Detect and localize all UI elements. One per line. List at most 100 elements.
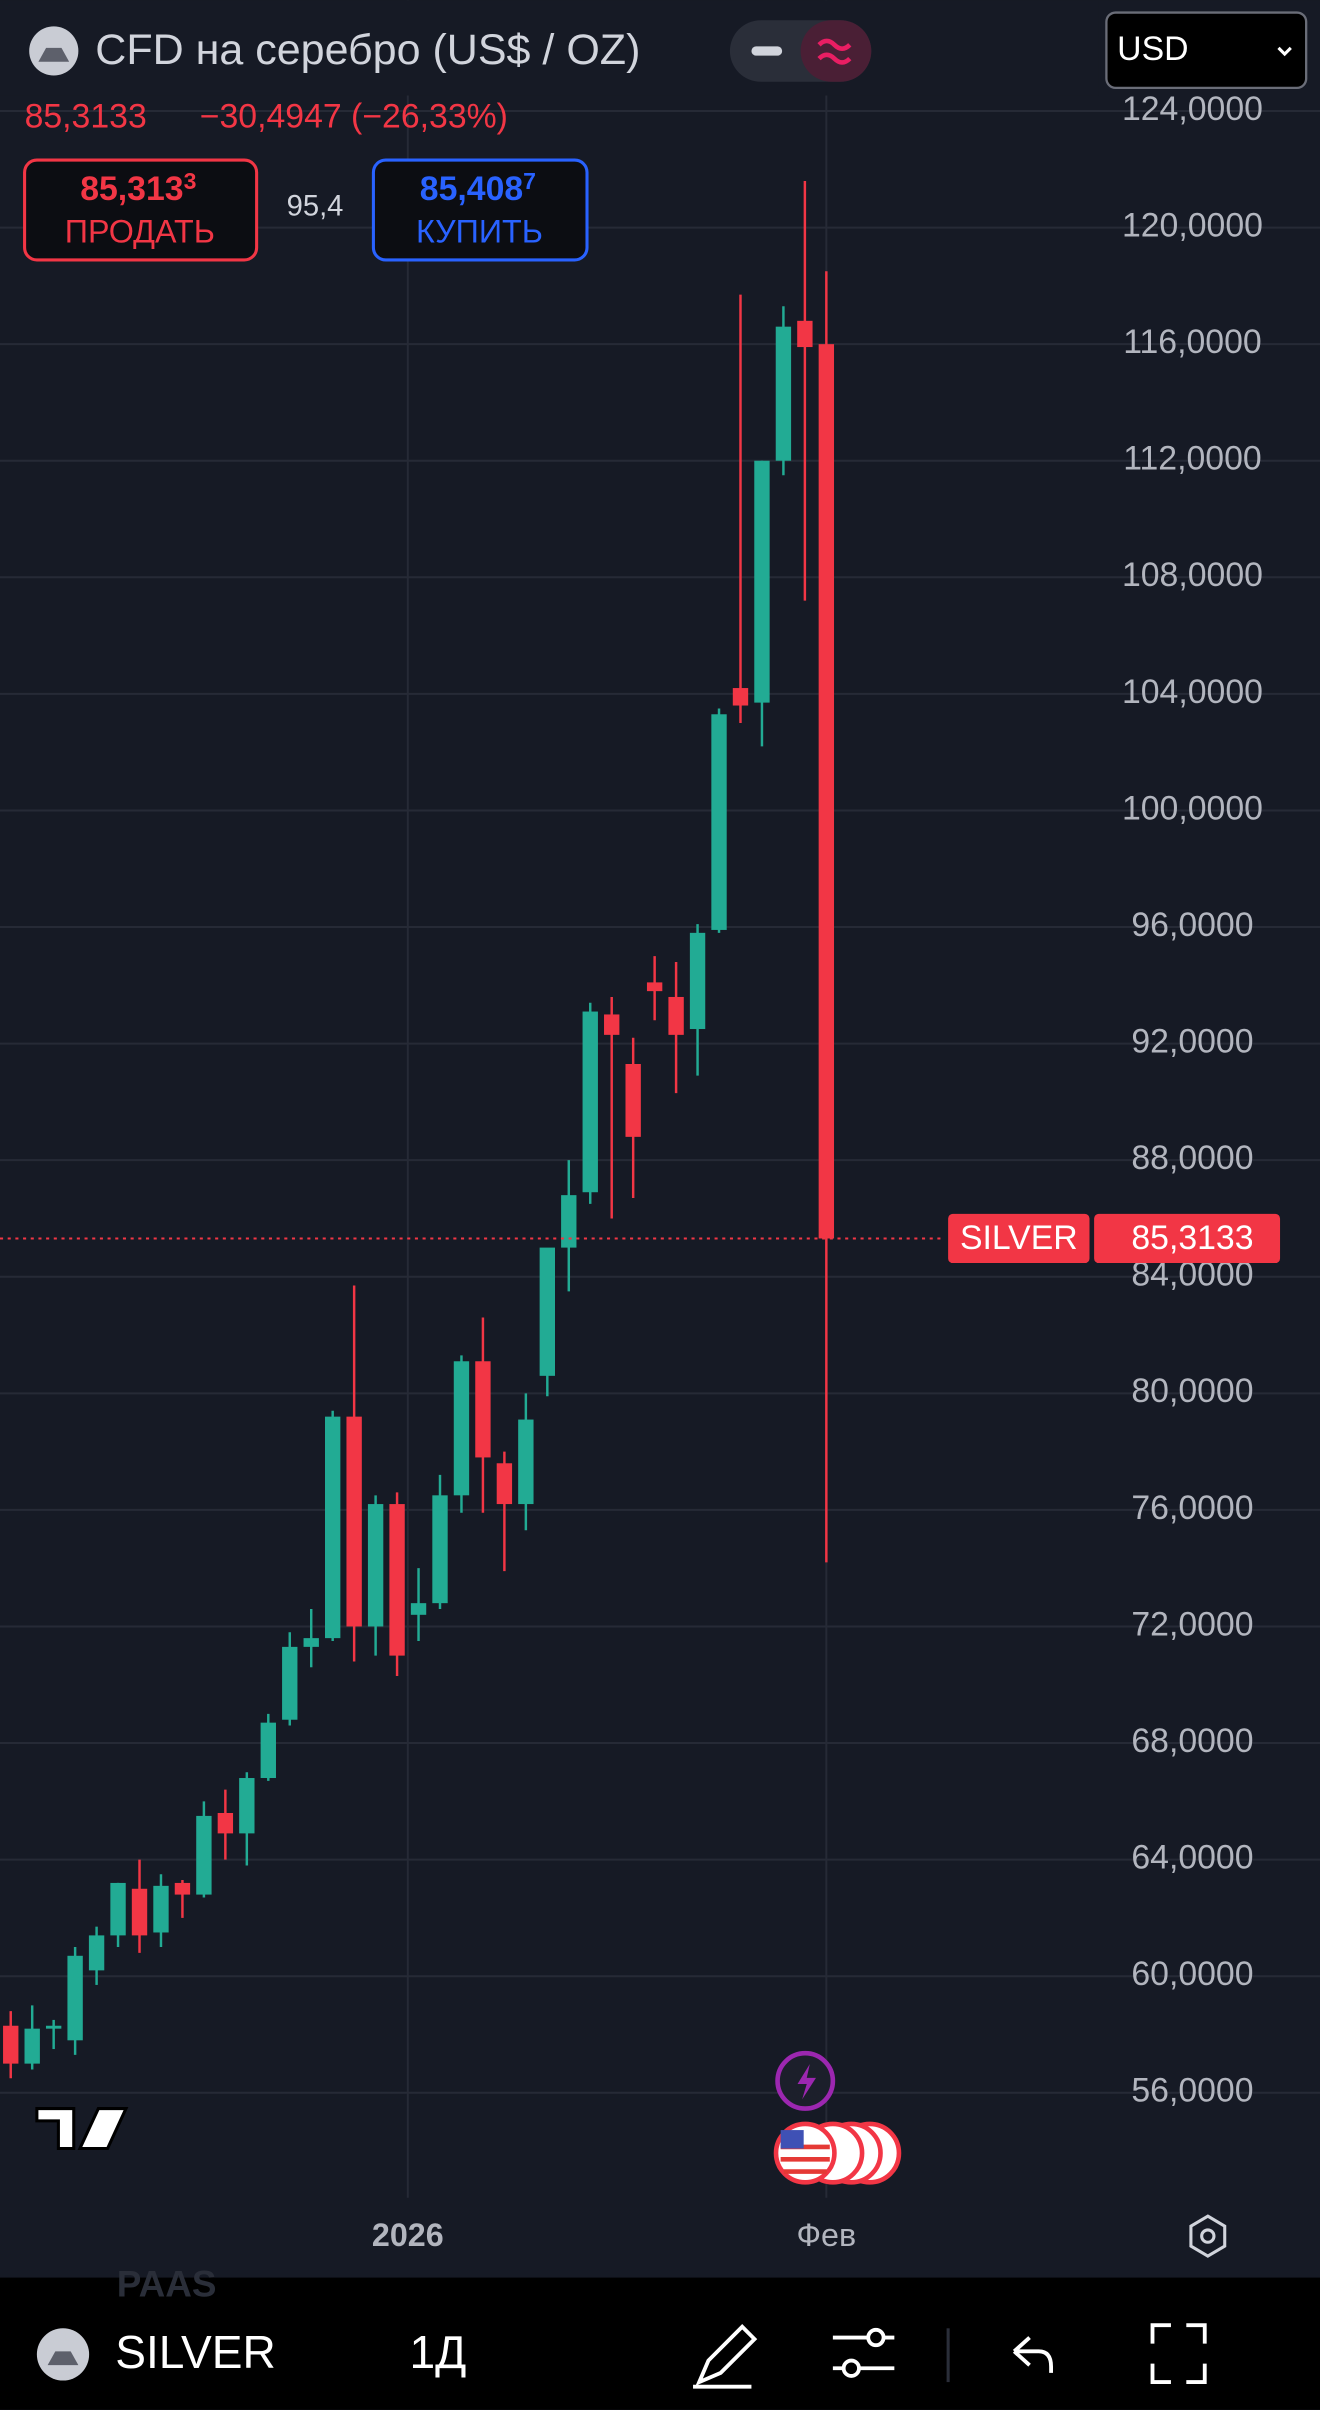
y-tick-label: 104,0000 (1122, 673, 1263, 711)
ghost-symbol: PAAS (117, 2264, 217, 2305)
candle-body (453, 1361, 470, 1496)
candle-body (689, 932, 706, 1030)
y-tick-label: 116,0000 (1123, 323, 1261, 361)
slider-knob (841, 2358, 861, 2378)
candle-body (410, 1603, 427, 1615)
toolbar (0, 2277, 1320, 2410)
candle-body (110, 1882, 126, 1936)
candle-body (475, 1361, 491, 1458)
candle-body (88, 1935, 105, 1971)
candle-body (604, 1014, 620, 1035)
slider-knob (866, 2327, 886, 2348)
x-tick-label: 2026 (372, 2217, 444, 2253)
last-price: 85,3133 (25, 97, 147, 135)
candle-body (625, 1063, 641, 1137)
candle-body (561, 1195, 577, 1248)
y-tick-label: 96,0000 (1131, 906, 1253, 944)
candle-body (217, 1812, 234, 1834)
candle-body (45, 2025, 62, 2029)
sell-label[interactable]: ПРОДАТЬ (65, 213, 215, 249)
candle-body (131, 1888, 148, 1936)
candle-body (754, 460, 770, 703)
candle-body (153, 1885, 169, 1933)
draw-icon[interactable] (693, 2324, 758, 2389)
grid (0, 0, 1320, 2198)
symbol-title[interactable]: CFD на серебро (US$ / OZ) (95, 26, 640, 74)
sell-pip[interactable]: 3 (184, 168, 197, 194)
tv-logo[interactable] (35, 2107, 129, 2151)
lightning (797, 2063, 816, 2100)
price-tag-label: 85,3133 (1131, 1219, 1253, 1257)
symbol-tag-label: SILVER (960, 1219, 1078, 1257)
sell-price[interactable]: 85,3133 (80, 168, 196, 208)
candle-body (518, 1419, 534, 1505)
candle-body (496, 1463, 513, 1505)
buy-price[interactable]: 85,4087 (420, 168, 536, 208)
y-tick-label: 60,0000 (1131, 1955, 1253, 1993)
sell-price-main[interactable]: 85,313 (80, 170, 183, 208)
y-tick-label: 100,0000 (1122, 789, 1263, 827)
buy-pip[interactable]: 7 (523, 168, 536, 194)
spread: 95,4 (287, 190, 344, 222)
overlay: 56,0000 60,0000 64,0000 68,0000 72,0000 76,00… (0, 90, 1281, 2253)
flag-canton (780, 2130, 804, 2149)
candle-body (260, 1722, 276, 1779)
candle-body (196, 1815, 212, 1895)
candles (3, 180, 835, 2079)
toggle-active[interactable] (800, 20, 872, 82)
y-tick-label: 112,0000 (1123, 440, 1261, 478)
y-tick-label: 76,0000 (1131, 1489, 1253, 1527)
candle-body (324, 1416, 341, 1639)
y-tick-label: 92,0000 (1131, 1023, 1253, 1061)
toggle-dash (751, 46, 783, 56)
candle-body (367, 1504, 384, 1627)
candle-body (239, 1778, 255, 1834)
candle-body (389, 1504, 405, 1656)
candle-body (711, 714, 727, 930)
y-tick-label: 56,0000 (1131, 2072, 1253, 2110)
y-tick-label: 80,0000 (1131, 1372, 1253, 1410)
y-tick-label: 124,0000 (1122, 90, 1263, 128)
undo-icon[interactable] (1012, 2336, 1054, 2373)
fullscreen-icon[interactable] (1150, 2323, 1207, 2385)
sell-button[interactable] (23, 158, 259, 262)
candle-body (3, 2025, 19, 2064)
candle-body (282, 1646, 298, 1720)
candle-body (732, 688, 749, 706)
candle-body (432, 1495, 448, 1604)
buy-label[interactable]: КУПИТЬ (416, 213, 543, 249)
candle-body (797, 320, 813, 348)
y-tick-label: 88,0000 (1131, 1139, 1253, 1177)
toolbar-icon-bars (47, 2351, 79, 2366)
buy-button[interactable] (371, 158, 589, 262)
candle-body (818, 344, 835, 1239)
candle-body (174, 1882, 191, 1895)
toolbar-symbol[interactable]: SILVER (115, 2326, 276, 2378)
candle-body (646, 982, 663, 992)
header-bg (0, 0, 1099, 96)
candle-body (303, 1638, 319, 1647)
y-tick-label: 108,0000 (1122, 556, 1263, 594)
x-tick-label: Фев (797, 2217, 857, 2253)
settings-icon[interactable] (1189, 2214, 1227, 2258)
symbol-icon-bars (38, 47, 70, 62)
currency[interactable]: USD (1117, 30, 1188, 68)
price-tag (1094, 1213, 1281, 1264)
candle-body (582, 1011, 598, 1193)
y-tick-label: 72,0000 (1131, 1605, 1253, 1643)
price-change: −30,4947 (−26,33%) (200, 97, 508, 135)
interval[interactable]: 1Д (410, 2326, 467, 2378)
settings-dot (1200, 2228, 1216, 2244)
candle-body (24, 2028, 40, 2064)
candle-body (346, 1416, 362, 1627)
toggle-approx (817, 38, 852, 65)
chevron (1277, 46, 1292, 57)
currency-select[interactable] (1105, 11, 1308, 89)
buy-price-main[interactable]: 85,408 (420, 170, 523, 208)
y-tick-label: 120,0000 (1122, 206, 1263, 244)
y-tick-label: 64,0000 (1131, 1839, 1253, 1877)
event-flags[interactable] (773, 2121, 902, 2185)
